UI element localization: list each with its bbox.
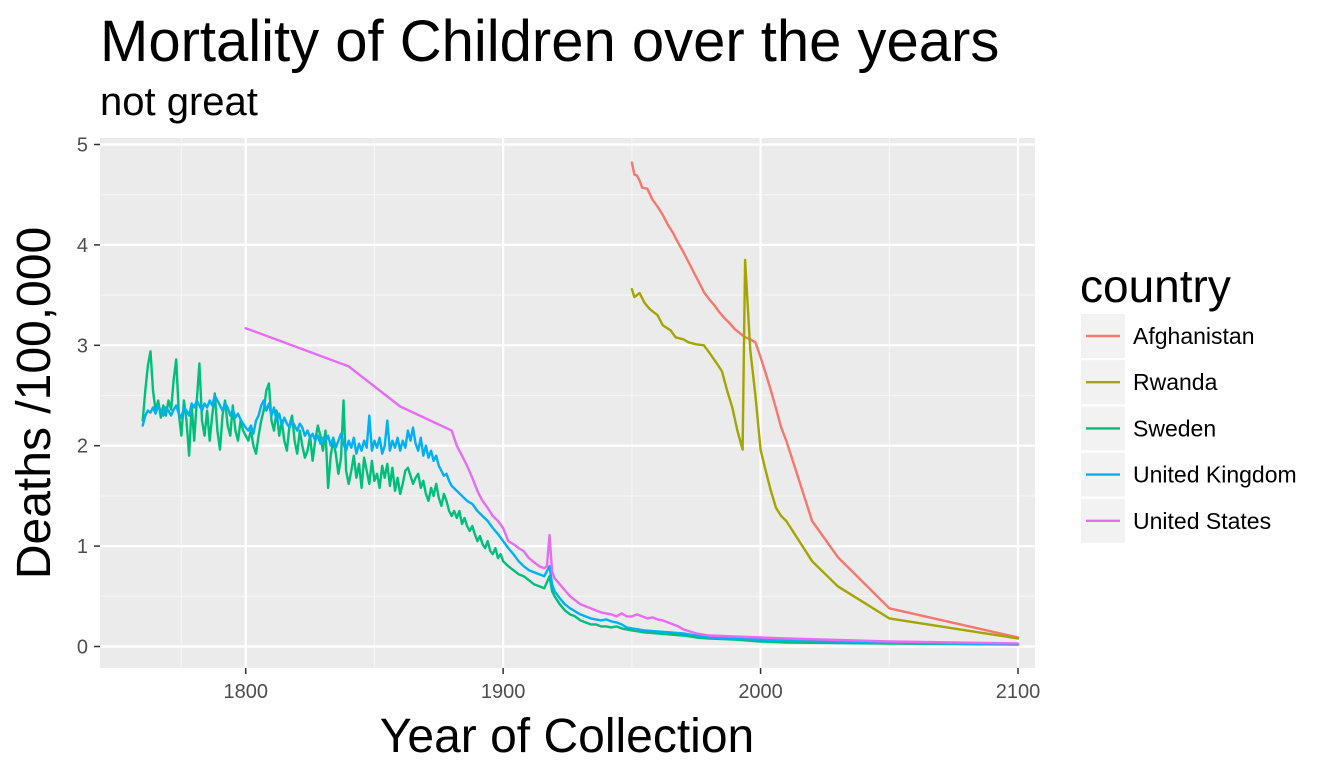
- legend-label: United Kingdom: [1133, 462, 1297, 488]
- y-tick-label: 3: [77, 335, 88, 357]
- axis-ticks: 1800 1900 2000 2100 0 1 2 3 4 5: [77, 135, 1040, 704]
- chart-subtitle: not great: [100, 80, 258, 124]
- series-line-united-kingdom: [141, 394, 1020, 646]
- legend-items: Afghanistan Rwanda Sweden United Kingdom Uni…: [1081, 314, 1297, 543]
- legend-label: Sweden: [1133, 415, 1216, 441]
- minor-grid: [100, 138, 1035, 668]
- x-tick-label: 1800: [223, 681, 268, 703]
- legend: country Afghanistan Rwanda Sweden United Ki…: [1080, 260, 1297, 543]
- y-tick-label: 1: [77, 536, 88, 558]
- major-grid: [100, 138, 1035, 668]
- chart-title: Mortality of Children over the years: [100, 9, 1000, 74]
- y-tick-label: 0: [77, 637, 88, 659]
- series-layer: [141, 161, 1020, 646]
- legend-item-united-states: United States: [1081, 498, 1271, 543]
- legend-label: United States: [1133, 508, 1271, 534]
- legend-label: Rwanda: [1133, 369, 1218, 395]
- legend-title: country: [1080, 260, 1231, 312]
- plot-panel: [100, 138, 1035, 668]
- legend-item-afghanistan: Afghanistan: [1081, 314, 1254, 358]
- x-axis-title: Year of Collection: [380, 710, 754, 763]
- y-tick-label: 2: [77, 436, 88, 458]
- series-line-sweden: [141, 350, 1020, 646]
- y-tick-label: 4: [77, 235, 88, 257]
- series-line-afghanistan: [630, 161, 1020, 639]
- x-tick-label: 1900: [481, 681, 526, 703]
- series-line-rwanda: [630, 258, 1020, 640]
- legend-label: Afghanistan: [1133, 323, 1254, 349]
- series-line-united-states: [244, 327, 1020, 645]
- y-tick-label: 5: [77, 135, 88, 157]
- legend-item-sweden: Sweden: [1081, 406, 1216, 451]
- y-axis-title: Deaths /100,000: [8, 227, 61, 579]
- legend-item-rwanda: Rwanda: [1081, 360, 1218, 405]
- legend-item-united-kingdom: United Kingdom: [1081, 452, 1297, 497]
- x-tick-label: 2000: [738, 681, 783, 703]
- x-tick-label: 2100: [996, 681, 1041, 703]
